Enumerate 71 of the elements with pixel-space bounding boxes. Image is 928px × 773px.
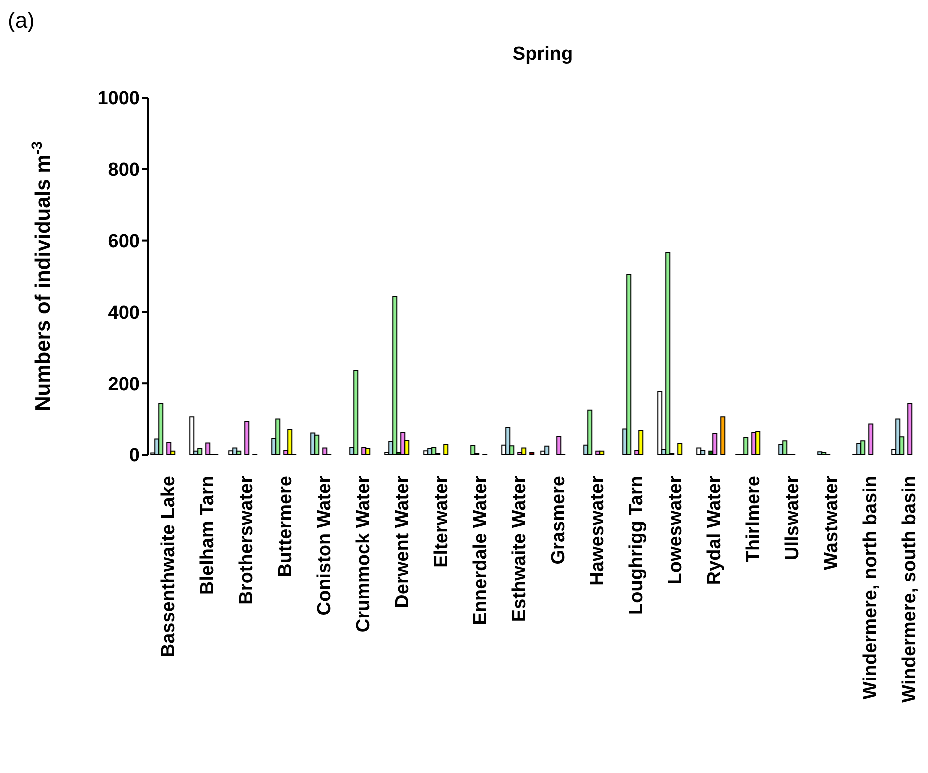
y-tick-label: 0 [129, 446, 140, 467]
bar [206, 442, 211, 455]
x-tick-label: Rydal Water [704, 475, 726, 586]
bar [506, 427, 511, 455]
x-tick-label: Elterwater [432, 475, 452, 568]
x-tick-label: Derwent Water [392, 475, 414, 608]
bar [166, 442, 172, 455]
bar [818, 452, 823, 455]
y-tick-label: 400 [108, 302, 140, 324]
x-tick-label: Thirlmere [744, 476, 764, 563]
x-tick-label: Wastwater [822, 475, 842, 570]
bar [600, 450, 605, 455]
bar [470, 445, 476, 455]
bar [288, 429, 293, 455]
chart-title: Spring [512, 44, 574, 65]
x-tick-label: Brotherswater [236, 475, 258, 605]
x-tick-label: Esthwaite Water [510, 475, 530, 622]
bar [244, 421, 250, 455]
bar [658, 391, 663, 455]
x-tick-label: Buttermere [276, 476, 296, 578]
bar [556, 436, 562, 455]
bar [432, 447, 437, 455]
bar [544, 446, 550, 455]
bar [190, 416, 195, 455]
bar [908, 403, 913, 455]
bar [712, 433, 718, 455]
bar [354, 370, 359, 455]
bar [236, 450, 242, 455]
bar [314, 434, 320, 455]
bar [366, 448, 371, 455]
y-tick-label: 1000 [98, 88, 140, 110]
bar [232, 448, 238, 455]
bar [666, 252, 671, 455]
bar [678, 443, 683, 455]
bar [638, 430, 644, 455]
bar [696, 448, 702, 455]
bar [158, 403, 164, 455]
x-tick-label: Grasmere [548, 476, 570, 565]
bar [626, 274, 632, 455]
bar [896, 418, 901, 455]
x-tick-label: Windermere, north basin [860, 476, 882, 700]
bar [530, 452, 535, 455]
bar [720, 416, 726, 455]
bar [322, 448, 328, 455]
x-tick-label: Bassenthwaite Lake [158, 476, 180, 658]
x-tick-label: Ullswater [782, 475, 804, 560]
text: (a) [8, 8, 35, 34]
bar [744, 437, 749, 455]
x-tick-label: Loweswater [666, 475, 686, 585]
bar [522, 448, 527, 455]
x-tick-label: Coniston Water [314, 475, 336, 616]
bar [444, 444, 449, 455]
x-tick-label: Crummock Water [354, 475, 374, 633]
bar [276, 418, 281, 455]
bar [588, 410, 593, 455]
x-tick-label: Windermere, south basin [900, 476, 920, 703]
bar [860, 440, 866, 455]
y-tick-label: 800 [108, 160, 140, 182]
x-tick-label: Blelham Tarn [198, 476, 218, 595]
bar [756, 430, 761, 455]
bar [782, 440, 788, 455]
bar [392, 296, 398, 455]
x-tick-label: Loughrigg Tarn [626, 476, 648, 615]
bar [700, 450, 706, 455]
y-tick-label: 200 [108, 374, 140, 396]
bar [822, 452, 827, 455]
bar [198, 448, 203, 455]
x-tick-label: Haweswater [588, 475, 608, 586]
x-tick-label: Ennerdale Water [470, 475, 492, 626]
bar [868, 424, 874, 455]
y-tick-label: 600 [108, 232, 140, 253]
